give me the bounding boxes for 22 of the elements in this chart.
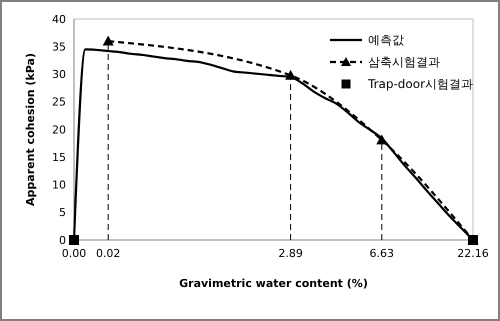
legend-label: 예측값 [368,33,404,48]
x-tick-label: 6.63 [370,247,394,260]
legend-label: 삼축시험결과 [368,55,440,70]
legend-label: Trap-door시험결과 [367,77,474,92]
x-tick-label: 22.16 [457,247,489,260]
y-axis-title: Apparent cohesion (kPa) [24,53,37,206]
y-tick-label: 20 [52,123,66,136]
y-tick-label: 0 [59,234,66,247]
x-tick-label: 2.89 [278,247,303,260]
x-tick-label: 0.00 [62,247,86,260]
y-tick-label: 10 [52,178,66,192]
y-tick-label: 35 [52,40,66,54]
y-tick-label: 40 [52,12,66,26]
point [69,235,79,245]
x-tick-label: 0.02 [96,247,120,260]
x-axis-title: Gravimetric water content (%) [179,277,368,290]
y-tick-label: 15 [52,150,66,164]
y-tick-label: 30 [52,68,66,82]
point [102,36,114,46]
y-tick-label: 25 [52,96,66,109]
point [285,70,296,80]
y-tick-label: 5 [59,206,66,220]
